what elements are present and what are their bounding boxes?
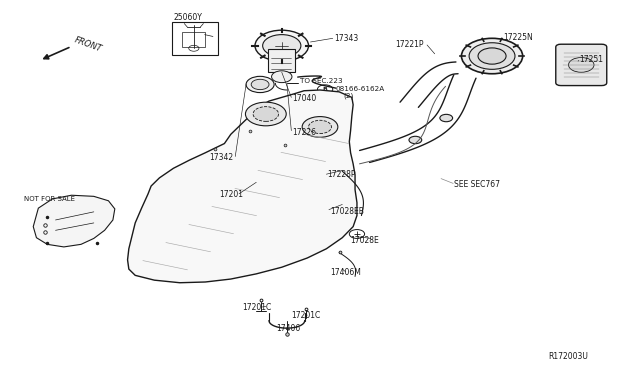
Text: 25060Y: 25060Y bbox=[173, 13, 202, 22]
Text: 17226: 17226 bbox=[292, 128, 316, 137]
Text: 08166-6162A: 08166-6162A bbox=[335, 86, 385, 92]
Text: SEE SEC767: SEE SEC767 bbox=[454, 180, 500, 189]
Circle shape bbox=[262, 35, 301, 57]
Circle shape bbox=[246, 102, 286, 126]
Bar bbox=[172, 22, 218, 55]
Text: (2): (2) bbox=[343, 92, 353, 99]
Text: 17406: 17406 bbox=[276, 324, 301, 333]
Text: B: B bbox=[323, 87, 328, 92]
Circle shape bbox=[469, 43, 515, 69]
Circle shape bbox=[302, 116, 338, 137]
Text: 17406M: 17406M bbox=[330, 268, 361, 277]
Text: 17028E: 17028E bbox=[351, 236, 380, 245]
Circle shape bbox=[440, 114, 452, 122]
Circle shape bbox=[255, 30, 308, 61]
Polygon shape bbox=[33, 195, 115, 247]
Polygon shape bbox=[127, 90, 357, 283]
Text: 17040: 17040 bbox=[292, 94, 316, 103]
Text: 17343: 17343 bbox=[334, 34, 358, 43]
Text: 17028EB: 17028EB bbox=[330, 206, 364, 216]
Text: 17201C: 17201C bbox=[243, 302, 271, 312]
Text: 17228P: 17228P bbox=[328, 170, 356, 179]
Circle shape bbox=[349, 230, 365, 238]
Circle shape bbox=[461, 38, 523, 74]
Text: 17201C: 17201C bbox=[291, 311, 321, 320]
Circle shape bbox=[251, 79, 269, 90]
Text: 17221P: 17221P bbox=[395, 41, 424, 49]
FancyBboxPatch shape bbox=[556, 44, 607, 86]
Text: 17251: 17251 bbox=[579, 55, 603, 64]
Text: 17201: 17201 bbox=[220, 190, 243, 199]
Circle shape bbox=[568, 58, 594, 72]
Circle shape bbox=[246, 76, 274, 93]
Text: FRONT: FRONT bbox=[73, 36, 103, 54]
Text: TO SEC.223: TO SEC.223 bbox=[300, 78, 342, 84]
Text: NOT FOR SALE: NOT FOR SALE bbox=[24, 196, 75, 202]
Circle shape bbox=[317, 85, 333, 94]
Circle shape bbox=[271, 71, 292, 83]
Circle shape bbox=[253, 107, 278, 121]
Circle shape bbox=[308, 120, 332, 134]
Bar bbox=[268, 49, 294, 72]
Text: R172003U: R172003U bbox=[548, 352, 588, 361]
Text: 17342: 17342 bbox=[209, 153, 233, 162]
Circle shape bbox=[409, 136, 422, 144]
Text: 17225N: 17225N bbox=[504, 33, 533, 42]
Circle shape bbox=[478, 48, 506, 64]
Bar bbox=[182, 32, 205, 47]
